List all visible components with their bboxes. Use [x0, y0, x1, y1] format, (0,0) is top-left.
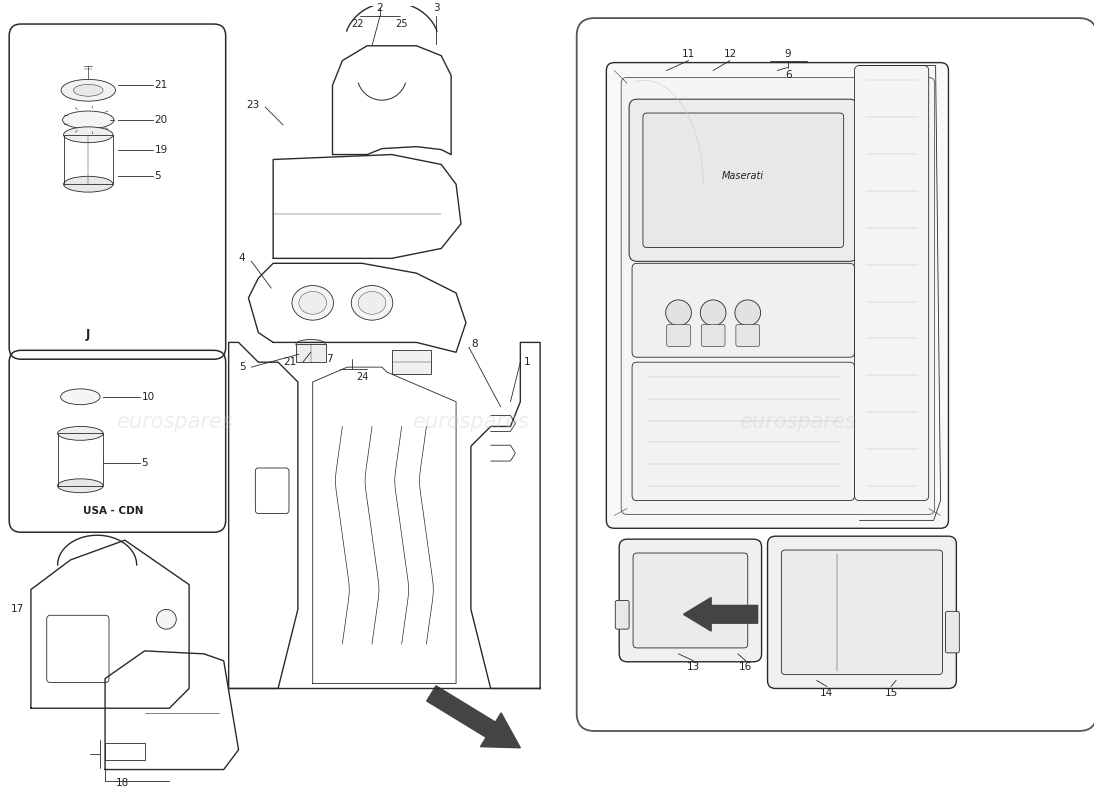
- FancyBboxPatch shape: [632, 263, 855, 358]
- Text: 21: 21: [284, 357, 297, 367]
- Text: 20: 20: [154, 115, 167, 125]
- Text: 8: 8: [471, 339, 477, 350]
- Text: 19: 19: [154, 145, 168, 154]
- FancyBboxPatch shape: [632, 362, 855, 501]
- Text: 23: 23: [246, 100, 260, 110]
- Ellipse shape: [60, 389, 100, 405]
- Text: 14: 14: [821, 689, 834, 698]
- Ellipse shape: [62, 79, 116, 101]
- Text: 4: 4: [239, 254, 245, 263]
- Ellipse shape: [292, 286, 333, 320]
- Text: 11: 11: [682, 49, 695, 58]
- Bar: [392, 350, 431, 374]
- Text: eurospares: eurospares: [116, 411, 233, 431]
- Ellipse shape: [351, 286, 393, 320]
- Text: 6: 6: [785, 70, 792, 81]
- Ellipse shape: [57, 426, 103, 440]
- FancyBboxPatch shape: [621, 78, 935, 514]
- Text: 5: 5: [154, 171, 161, 182]
- Ellipse shape: [64, 127, 113, 142]
- Bar: [296, 344, 326, 362]
- FancyBboxPatch shape: [768, 536, 956, 689]
- Text: 21: 21: [154, 80, 168, 90]
- Text: 7: 7: [326, 354, 332, 364]
- Text: 2: 2: [376, 3, 383, 14]
- Text: 9: 9: [784, 49, 791, 58]
- Ellipse shape: [299, 291, 327, 314]
- Text: 1: 1: [525, 357, 531, 367]
- Text: 22: 22: [351, 19, 363, 29]
- FancyBboxPatch shape: [667, 325, 691, 346]
- Text: 17: 17: [11, 604, 24, 614]
- FancyBboxPatch shape: [619, 539, 761, 662]
- Text: J: J: [86, 328, 90, 341]
- FancyArrow shape: [427, 686, 520, 748]
- Ellipse shape: [64, 176, 113, 192]
- Text: USA - CDN: USA - CDN: [82, 506, 143, 517]
- Text: 25: 25: [395, 19, 408, 29]
- Text: 24: 24: [356, 372, 369, 382]
- Circle shape: [701, 300, 726, 326]
- Text: 13: 13: [686, 662, 700, 672]
- Text: 15: 15: [884, 689, 898, 698]
- Circle shape: [666, 300, 692, 326]
- Text: 18: 18: [117, 778, 130, 788]
- FancyArrow shape: [683, 598, 758, 631]
- FancyBboxPatch shape: [855, 66, 928, 501]
- FancyBboxPatch shape: [606, 62, 948, 528]
- Circle shape: [735, 300, 760, 326]
- FancyBboxPatch shape: [642, 113, 844, 247]
- FancyBboxPatch shape: [634, 553, 748, 648]
- Text: 12: 12: [724, 49, 737, 58]
- Text: Maserati: Maserati: [722, 171, 763, 182]
- Ellipse shape: [296, 339, 326, 350]
- FancyBboxPatch shape: [615, 601, 629, 629]
- FancyBboxPatch shape: [629, 99, 858, 262]
- Circle shape: [156, 610, 176, 629]
- Ellipse shape: [57, 479, 103, 493]
- Text: 5: 5: [142, 458, 148, 468]
- Ellipse shape: [359, 291, 386, 314]
- FancyBboxPatch shape: [781, 550, 943, 674]
- FancyBboxPatch shape: [946, 611, 959, 653]
- Text: 3: 3: [433, 3, 440, 14]
- Ellipse shape: [63, 111, 114, 129]
- Text: 16: 16: [739, 662, 752, 672]
- Ellipse shape: [74, 84, 103, 96]
- Text: 5: 5: [239, 362, 245, 372]
- Text: eurospares: eurospares: [739, 411, 856, 431]
- Text: eurospares: eurospares: [412, 411, 529, 431]
- FancyBboxPatch shape: [736, 325, 760, 346]
- Text: 10: 10: [142, 392, 155, 402]
- FancyBboxPatch shape: [702, 325, 725, 346]
